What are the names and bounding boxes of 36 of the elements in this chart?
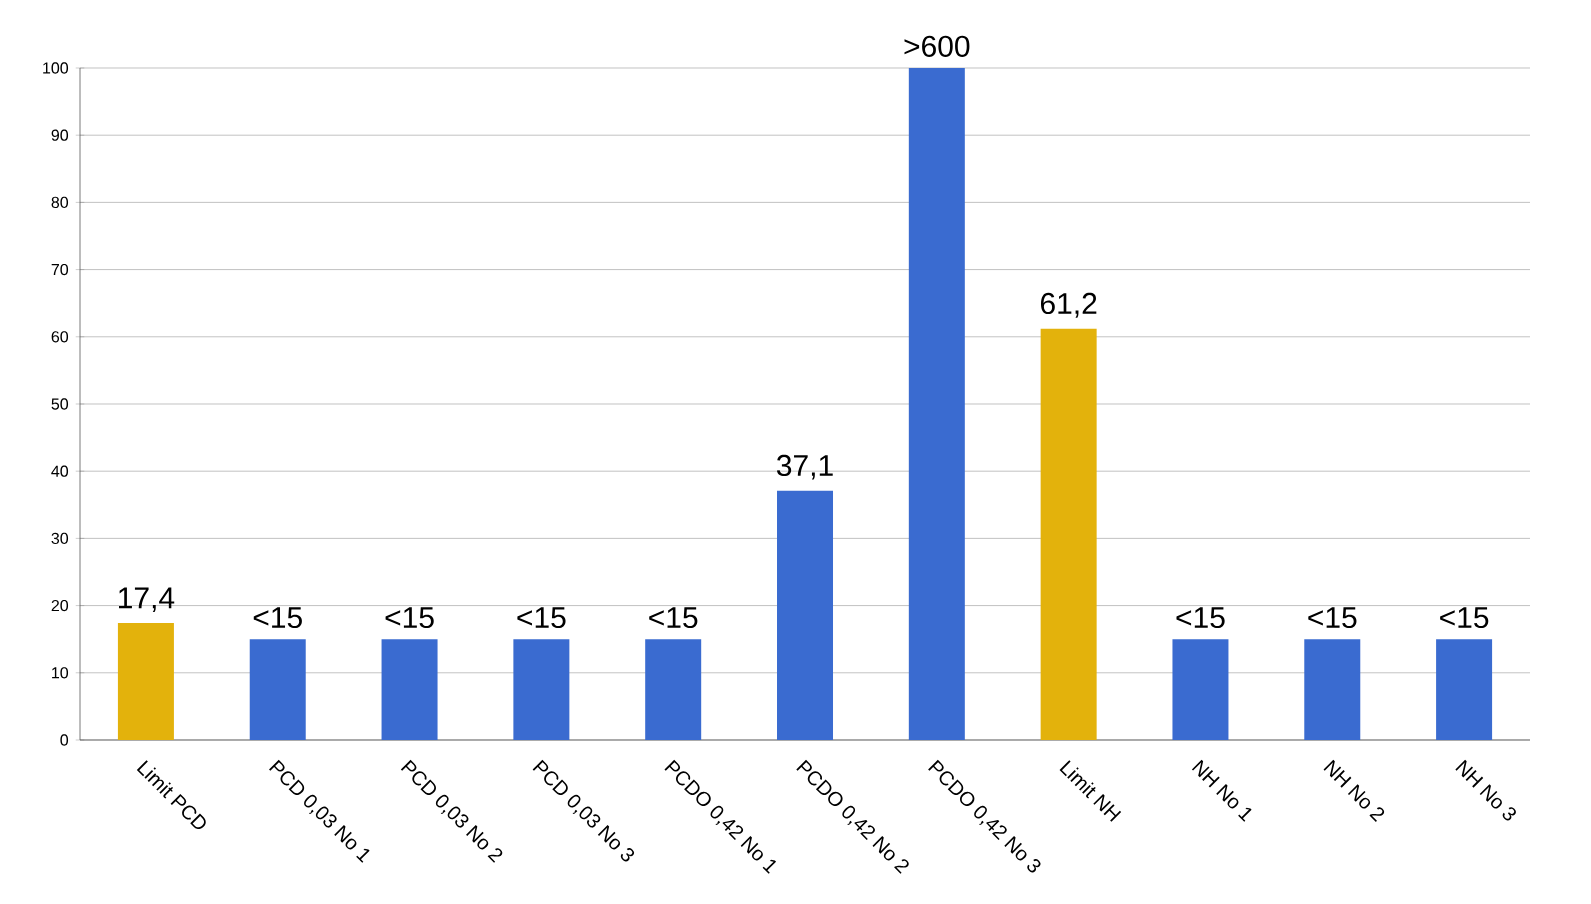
bar xyxy=(117,623,174,740)
y-tick-label: 10 xyxy=(52,667,69,679)
data-label: <15 xyxy=(1440,607,1489,629)
bar xyxy=(381,639,438,740)
bar xyxy=(513,639,570,740)
y-tick-label: 90 xyxy=(51,129,69,141)
y-tick-label: 80 xyxy=(51,196,69,209)
data-label: <15 xyxy=(517,607,566,629)
y-tick-label: 30 xyxy=(51,532,69,545)
data-label: >600 xyxy=(904,35,970,57)
y-tick-label: 20 xyxy=(51,599,69,612)
y-tick-label: 60 xyxy=(51,331,69,343)
data-label: 37,1 xyxy=(776,454,833,480)
bar xyxy=(908,67,965,740)
data-label: 61,2 xyxy=(1040,292,1097,318)
x-tick-label: NH No 2 xyxy=(1323,759,1385,822)
data-label: <15 xyxy=(1176,607,1225,629)
bar xyxy=(777,490,834,740)
data-label: <15 xyxy=(649,607,698,629)
y-tick-label: 70 xyxy=(51,263,69,276)
y-tick-label: 40 xyxy=(51,465,69,477)
y-tick-label: 100 xyxy=(43,62,69,74)
bar xyxy=(1172,639,1229,740)
data-label: <15 xyxy=(253,607,302,629)
x-tick-label: NH No 1 xyxy=(1191,759,1252,822)
bar xyxy=(1436,639,1493,740)
bar xyxy=(1304,639,1361,740)
bar xyxy=(1040,328,1097,740)
y-tick-label: 50 xyxy=(51,398,69,410)
bar xyxy=(249,639,306,740)
data-label: <15 xyxy=(1308,607,1357,629)
bar xyxy=(645,639,702,740)
x-tick-label: NH No 3 xyxy=(1455,759,1516,821)
data-label: 17,4 xyxy=(119,587,175,612)
y-tick-label: 0 xyxy=(60,734,69,746)
data-label: <15 xyxy=(385,607,434,629)
